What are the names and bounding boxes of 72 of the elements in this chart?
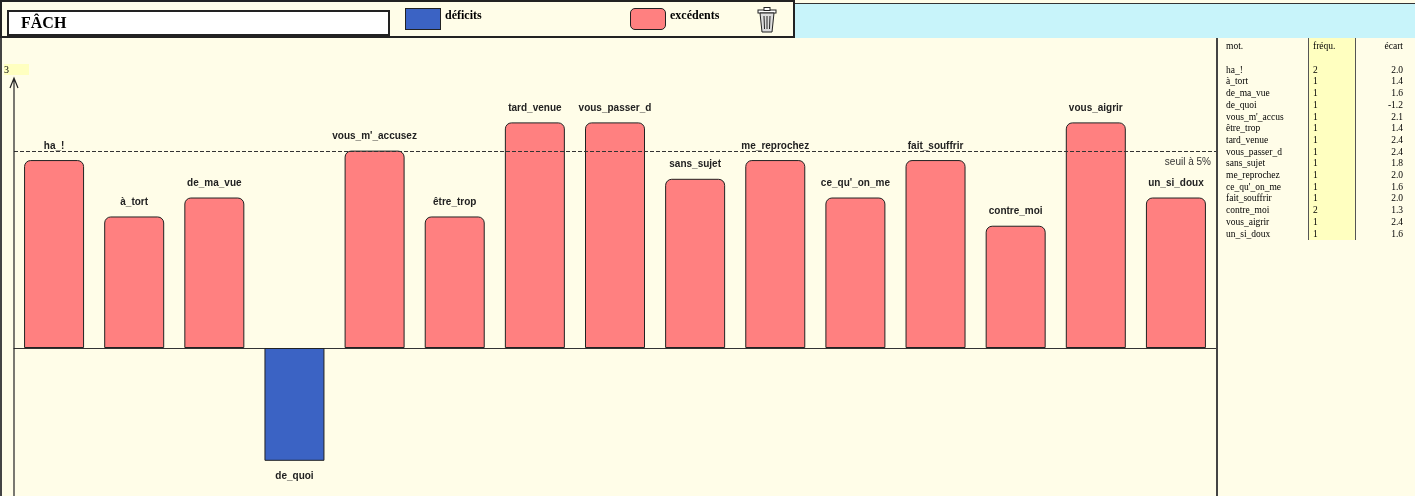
text: vous_m'_accus: [1225, 111, 1285, 124]
text: 1: [1308, 193, 1356, 206]
legend-label: excédents: [670, 8, 720, 23]
bar: [905, 160, 966, 348]
x-tick-label: tard_venue: [508, 101, 562, 113]
text: 2: [1308, 205, 1356, 217]
bar: [1065, 122, 1126, 348]
x-tick-label: vous_aigrir: [1068, 101, 1123, 113]
text: 2.4: [1390, 216, 1404, 229]
bar: [985, 225, 1046, 348]
text: 1.3: [1390, 205, 1404, 217]
text: 2.0: [1390, 193, 1404, 206]
text: contre_moi: [1225, 205, 1271, 217]
text: 1: [1308, 123, 1356, 135]
text: 2.4: [1390, 134, 1404, 147]
text: 2.0: [1390, 64, 1404, 77]
bar: [1145, 197, 1206, 348]
x-tick-label: vous_passer_d: [578, 101, 652, 113]
text: sans_sujet: [1225, 158, 1267, 171]
x-tick-label: un_si_doux: [1148, 177, 1205, 189]
text: 2.4: [1390, 146, 1404, 159]
bar: [264, 348, 325, 461]
text: 2: [1308, 64, 1356, 77]
text: 1: [1308, 99, 1356, 112]
text: à_tort: [1225, 76, 1250, 89]
text: 1: [1308, 134, 1356, 147]
text: 1.8: [1390, 158, 1404, 171]
text: 1.6: [1390, 88, 1404, 100]
ref-line-label: seuil à 5%: [1164, 156, 1212, 168]
bar: [825, 197, 886, 348]
text: 1: [1308, 216, 1356, 229]
text: 1: [1308, 76, 1356, 89]
chart-title: FÂCH: [7, 10, 390, 36]
text: 1: [1308, 111, 1356, 124]
text: ha_!: [1225, 64, 1244, 77]
text: 1.6: [1390, 181, 1404, 194]
text: 2.1: [1390, 111, 1404, 124]
text: un_si_doux: [1225, 228, 1272, 241]
text: mot.: [1225, 40, 1245, 53]
x-tick-label: vous_m'_accusez: [332, 130, 417, 142]
bar: [504, 122, 565, 348]
bar: [24, 160, 85, 348]
text: 1: [1308, 158, 1356, 171]
text: être_trop: [1225, 123, 1262, 135]
text: 1: [1308, 146, 1356, 159]
bar: [745, 160, 806, 348]
text: écart: [1383, 40, 1404, 53]
text: de_ma_vue: [1225, 88, 1271, 100]
x-tick-label: fait_souffrir: [907, 139, 964, 151]
x-tick-label: me_reprochez: [741, 139, 810, 151]
x-tick-label: ce_qu'_on_me: [820, 177, 891, 189]
bar: [104, 216, 165, 348]
text: 1: [1308, 181, 1356, 194]
text: -1.2: [1386, 99, 1404, 112]
x-tick-label: de_ma_vue: [187, 177, 243, 189]
bar: [665, 178, 726, 348]
bar: [184, 197, 245, 348]
text: 1: [1308, 228, 1356, 241]
text: 1.4: [1390, 123, 1404, 135]
x-tick-label: ha_!: [43, 139, 65, 151]
legend-label: déficits: [445, 8, 482, 23]
text: 3: [4, 64, 29, 75]
text: 1.4: [1390, 76, 1404, 89]
text: 1: [1308, 170, 1356, 182]
text: 1.6: [1390, 228, 1404, 241]
text: fréqu.: [1308, 38, 1356, 65]
text: 2.0: [1390, 170, 1404, 182]
bar: [344, 150, 405, 348]
bar: [585, 122, 645, 348]
text: 1: [1308, 88, 1356, 100]
bar: [424, 216, 485, 348]
text: vous_aigrir: [1225, 216, 1271, 229]
